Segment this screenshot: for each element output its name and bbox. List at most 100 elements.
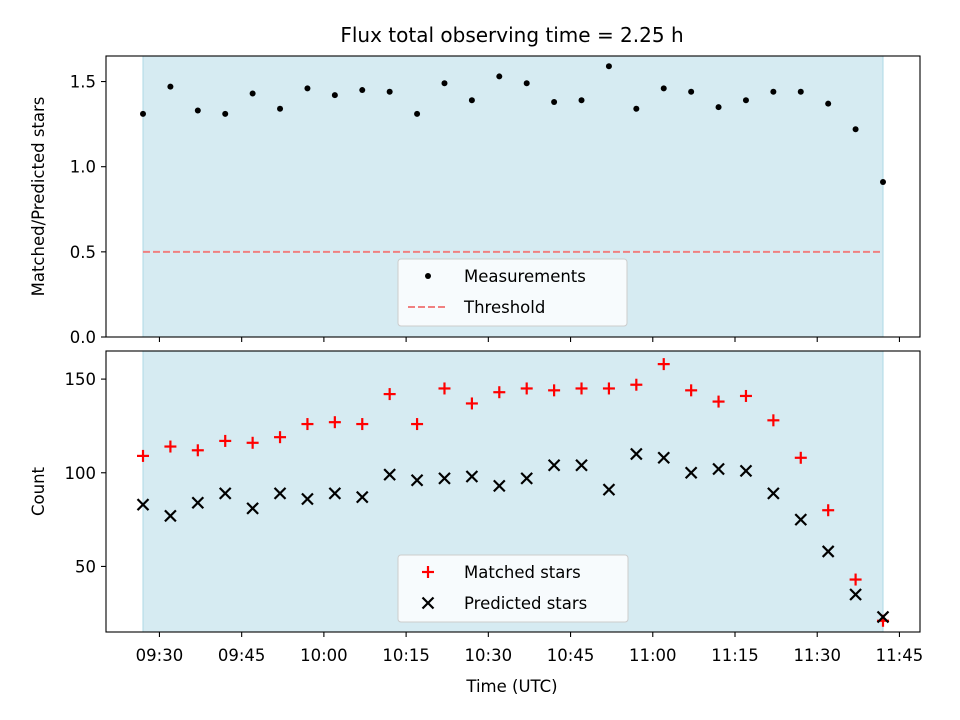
measurement-point <box>578 97 585 104</box>
measurement-point <box>605 63 612 70</box>
predicted-star-point <box>438 472 451 485</box>
predicted-star-point <box>383 468 396 481</box>
measurement-point <box>222 110 229 117</box>
predicted-star-point <box>657 451 671 465</box>
predicted-star-point <box>465 470 479 483</box>
matched-star-point <box>438 382 451 395</box>
predicted-star-point <box>602 483 616 496</box>
matched-star-point <box>575 382 588 395</box>
legend-label: Predicted stars <box>464 594 587 613</box>
measurement-point <box>880 179 886 186</box>
axes-frame <box>105 55 921 338</box>
matched-star-point <box>657 358 670 371</box>
y-tick-label: 0.0 <box>70 328 96 347</box>
y-tick-label: 1.0 <box>70 158 96 177</box>
predicted-star-point <box>410 473 424 487</box>
predicted-star-point-b <box>246 502 259 515</box>
x-tick-label: 09:45 <box>218 646 266 665</box>
predicted-star-point-b <box>712 462 725 476</box>
axes-frame <box>105 350 921 633</box>
matched-star-point <box>602 382 615 395</box>
matched-star-point <box>465 397 478 410</box>
matched-star-point <box>219 434 232 447</box>
measurement-point <box>140 110 146 117</box>
x-tick-label: 11:30 <box>793 646 841 665</box>
predicted-star-point <box>794 513 808 526</box>
matched-star-point <box>712 395 725 408</box>
legend: Measurements Threshold <box>397 258 628 327</box>
legend: Matched stars Predicted stars <box>397 554 629 623</box>
predicted-star-point-b <box>355 490 369 504</box>
measurement-point <box>277 105 284 112</box>
legend-swatch <box>422 566 434 578</box>
measurement-point <box>359 87 366 94</box>
measurement-point <box>523 80 530 87</box>
chart-title: Flux total observing time = 2.25 h <box>340 23 683 47</box>
measurement-point <box>797 88 804 95</box>
predicted-star-point <box>739 464 753 478</box>
predicted-star-point <box>876 610 890 624</box>
y-axis-label: Count <box>29 466 48 516</box>
predicted-star-point <box>328 487 342 500</box>
count-panel: 50 100 150 09:30 09:45 10:00 10:15 10:30 10:45 11… <box>29 350 923 665</box>
legend-swatch <box>421 596 435 610</box>
matched-star-point <box>191 444 204 457</box>
predicted-star-point <box>684 466 698 480</box>
predicted-star-point <box>712 462 725 476</box>
matched-star-point <box>356 418 369 431</box>
measurement-point <box>852 126 859 133</box>
measurement-point <box>742 97 749 104</box>
measurement-point <box>660 85 667 92</box>
legend-box <box>397 258 628 327</box>
legend-label: Measurements <box>464 267 586 286</box>
predicted-star-point <box>520 472 533 485</box>
predicted-star-point-b <box>273 487 287 500</box>
predicted-star-point-b <box>602 483 616 496</box>
predicted-star-point <box>493 479 506 493</box>
predicted-star-point-b <box>410 473 424 487</box>
measurement-point <box>688 88 695 95</box>
predicted-star-point-b <box>821 545 835 558</box>
predicted-star-point <box>164 509 177 523</box>
predicted-star-point <box>630 447 643 461</box>
predicted-star-point-b <box>684 466 698 480</box>
predicted-star-point <box>246 502 259 515</box>
predicted-star-point-b <box>493 479 506 493</box>
matched-star-point <box>274 431 287 444</box>
predicted-star-point <box>301 492 314 506</box>
predicted-star-point-b <box>218 487 232 500</box>
y-tick-label: 0.5 <box>70 243 96 262</box>
matched-star-point <box>630 378 643 391</box>
matched-star-point <box>301 418 314 431</box>
predicted-star-point-b <box>383 468 396 481</box>
x-tick-label: 10:00 <box>300 646 348 665</box>
matched-star-point <box>137 449 149 462</box>
predicted-star-point-b <box>876 610 890 624</box>
measurement-point <box>414 110 421 117</box>
matched-star-point <box>411 418 424 431</box>
x-tick-label: 11:00 <box>629 646 677 665</box>
legend-label: Threshold <box>463 298 545 317</box>
measurement-point <box>496 73 503 80</box>
predicted-star-point-b <box>739 464 753 478</box>
predicted-star-point <box>191 496 205 510</box>
y-axis-label: Matched/Predicted stars <box>29 97 48 297</box>
predicted-star-point <box>821 545 835 558</box>
y-tick-label: 1.5 <box>70 73 96 92</box>
legend-box <box>397 554 629 623</box>
predicted-star-point-b <box>301 492 314 506</box>
predicted-star-point <box>575 458 588 472</box>
legend-swatch <box>425 273 431 279</box>
predicted-star-point <box>273 487 287 500</box>
measurement-point <box>331 92 338 99</box>
measurement-point <box>167 83 174 90</box>
matched-star-point <box>739 389 752 402</box>
predicted-star-point-b <box>136 498 150 511</box>
measurement-point <box>715 104 722 111</box>
x-tick-label: 10:15 <box>382 646 430 665</box>
matched-star-point <box>164 440 177 453</box>
x-axis-label: Time (UTC) <box>465 677 557 696</box>
measurement-point <box>304 85 311 92</box>
matched-star-point <box>767 414 780 427</box>
y-tick-label: 100 <box>65 464 97 483</box>
